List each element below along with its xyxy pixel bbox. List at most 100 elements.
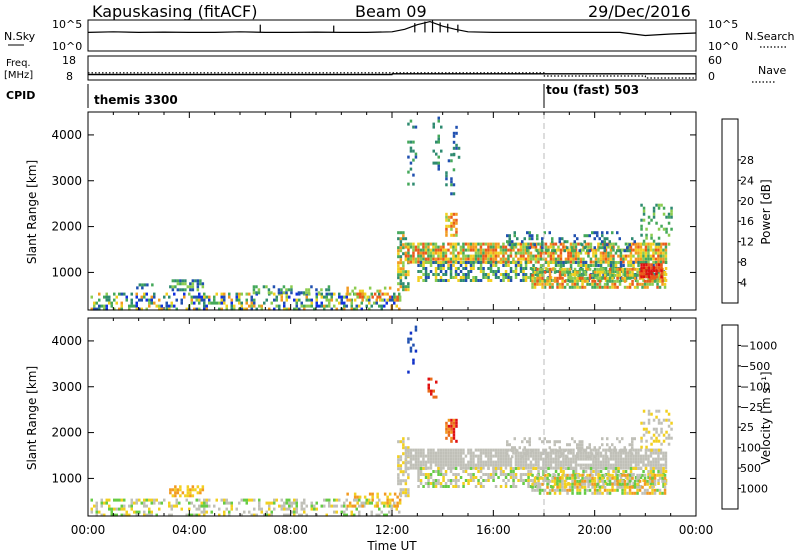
power-cell [398,292,401,296]
power-cell [566,240,569,244]
velocity-cell [223,513,226,517]
velocity-cell [608,476,612,480]
power-cell [594,251,598,255]
velocity-cell [514,457,518,461]
velocity-cell [499,451,503,455]
power-cell [412,140,415,144]
velocity-cell [622,470,625,473]
power-cell [548,282,552,286]
power-cell [469,270,473,273]
power-cell [130,292,133,296]
velocity-cell [618,479,622,483]
power-cell [621,276,624,280]
power-cell [335,307,338,311]
power-cell [622,279,625,282]
velocity-cell [589,457,593,461]
velocity-cell [593,455,596,459]
power-cell [432,242,435,246]
velocity-cell [537,454,540,458]
power-cell [472,267,475,270]
power-cell [660,203,663,207]
velocity-cell [288,498,291,502]
power-cell [638,276,642,280]
velocity-cell [633,479,637,483]
power-cell [419,276,423,279]
velocity-cell [397,479,400,483]
power-cell [599,254,603,258]
velocity-cell [619,451,623,455]
velocity-cell [667,418,671,422]
power-cell [407,285,410,289]
velocity-cell [637,463,640,467]
power-cell [623,267,627,271]
power-cell [603,273,607,277]
power-cell [487,261,490,264]
power-cell [587,264,590,267]
power-cell [568,285,572,289]
power-cell [502,257,505,261]
power-cell [657,251,660,255]
power-cell [419,254,423,258]
power-cell [427,251,430,255]
velocity-cell [208,498,211,502]
velocity-cell [445,436,448,440]
velocity-cell [589,467,593,470]
velocity-cell [437,454,440,458]
velocity-cell [554,457,558,461]
velocity-cell [434,463,438,467]
velocity-cell [654,451,658,455]
velocity-cell [135,510,138,514]
velocity-cell [422,485,425,488]
velocity-cell [450,421,453,425]
power-cell [215,301,218,305]
power-cell [399,279,403,283]
power-cell [646,279,649,283]
velocity-colorbar-tick-label: −100 [740,380,770,393]
velocity-cell [652,460,655,464]
power-cell [544,267,548,270]
velocity-cell [457,454,460,458]
velocity-cell [386,501,389,505]
velocity-cell [459,460,463,464]
power-cell [414,248,418,252]
velocity-cell [378,498,381,502]
power-cell [569,264,573,267]
power-cell [549,245,553,249]
power-cell [290,285,293,289]
velocity-cell [573,476,577,480]
velocity-cell [452,433,456,437]
power-cell [627,264,630,267]
velocity-cell [397,458,400,462]
power-cell [141,283,144,287]
power-cell [611,246,614,250]
velocity-cell [439,473,443,476]
power-cell [647,215,651,219]
velocity-cell [404,470,408,474]
power-cell [479,248,483,252]
velocity-cell [561,485,564,489]
velocity-cell [434,454,438,458]
velocity-cell [539,451,543,455]
velocity-cell [186,488,190,492]
velocity-cell [315,513,318,517]
velocity-cell [557,466,560,470]
power-cell [198,295,201,299]
velocity-cell [452,436,456,440]
velocity-cell [566,455,569,459]
power-cell [546,249,549,253]
velocity-cell [467,482,470,485]
power-cell [298,307,301,311]
velocity-cell [248,498,251,502]
velocity-cell [608,491,612,495]
velocity-cell [634,454,638,458]
velocity-cell [283,504,286,508]
velocity-cell [571,488,574,492]
power-cell [652,266,656,270]
velocity-cell [662,470,665,473]
power-cell [642,257,645,261]
velocity-cell [637,454,640,458]
velocity-cell [512,451,515,455]
velocity-cell [657,457,660,461]
velocity-cell [651,488,654,492]
velocity-cell [614,467,618,470]
